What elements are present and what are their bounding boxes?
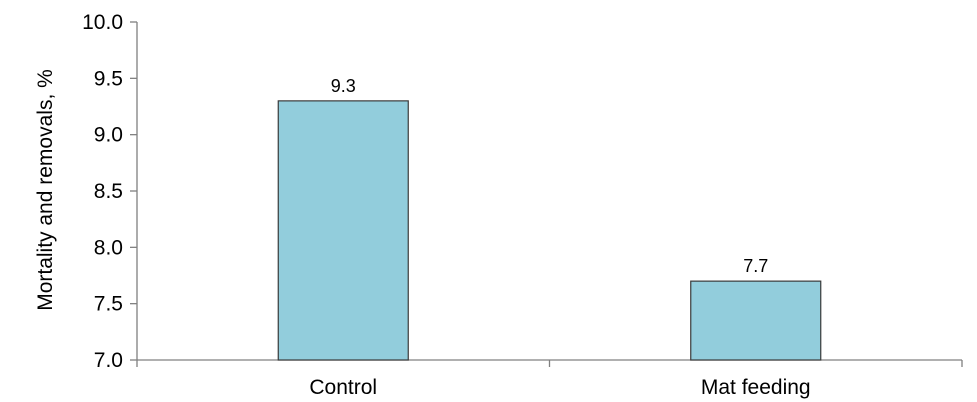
y-tick-label: 7.0 bbox=[94, 349, 123, 372]
bar bbox=[277, 100, 409, 361]
plot-area: 7.0 7.5 8.0 8.5 9.0 9.5 10.0 9.3 Control 7.7 Mat f… bbox=[82, 11, 963, 399]
bar bbox=[690, 280, 822, 361]
x-category-label: Mat feeding bbox=[701, 376, 811, 399]
data-label: 9.3 bbox=[331, 76, 356, 96]
data-label: 7.7 bbox=[743, 256, 768, 276]
y-tick-label: 9.0 bbox=[94, 124, 123, 147]
y-tick-label: 9.5 bbox=[94, 67, 123, 90]
y-tick-label: 8.0 bbox=[94, 236, 123, 259]
y-tick-label: 10.0 bbox=[82, 11, 123, 34]
x-category-label: Control bbox=[309, 376, 377, 399]
y-tick-label: 8.5 bbox=[94, 180, 123, 203]
y-axis-title: Mortality and removals, % bbox=[34, 69, 57, 311]
y-axis-title-group: Mortality and removals, % bbox=[34, 69, 57, 311]
y-tick-label: 7.5 bbox=[94, 293, 123, 316]
